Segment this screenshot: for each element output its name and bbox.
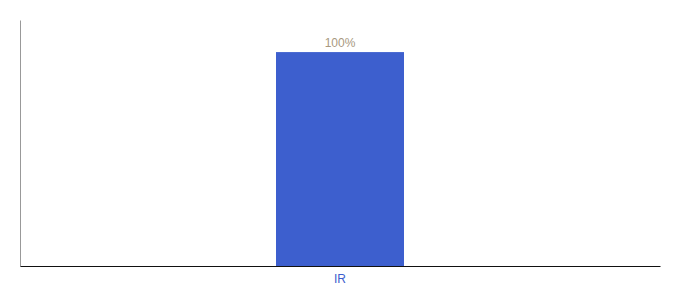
- data-labels: 100%: [325, 36, 356, 50]
- y-axis: [20, 21, 21, 267]
- bars: [276, 52, 404, 266]
- data-label: 100%: [325, 36, 356, 50]
- x-axis: IR: [21, 266, 661, 286]
- plot: IR 100%: [21, 21, 661, 287]
- x-tick-label: IR: [334, 272, 346, 286]
- x-tick: IR: [334, 266, 346, 286]
- bar: [276, 52, 404, 266]
- chart: IR 100%: [0, 0, 680, 300]
- y-axis-line: [20, 21, 21, 267]
- x-axis-line: [21, 266, 661, 267]
